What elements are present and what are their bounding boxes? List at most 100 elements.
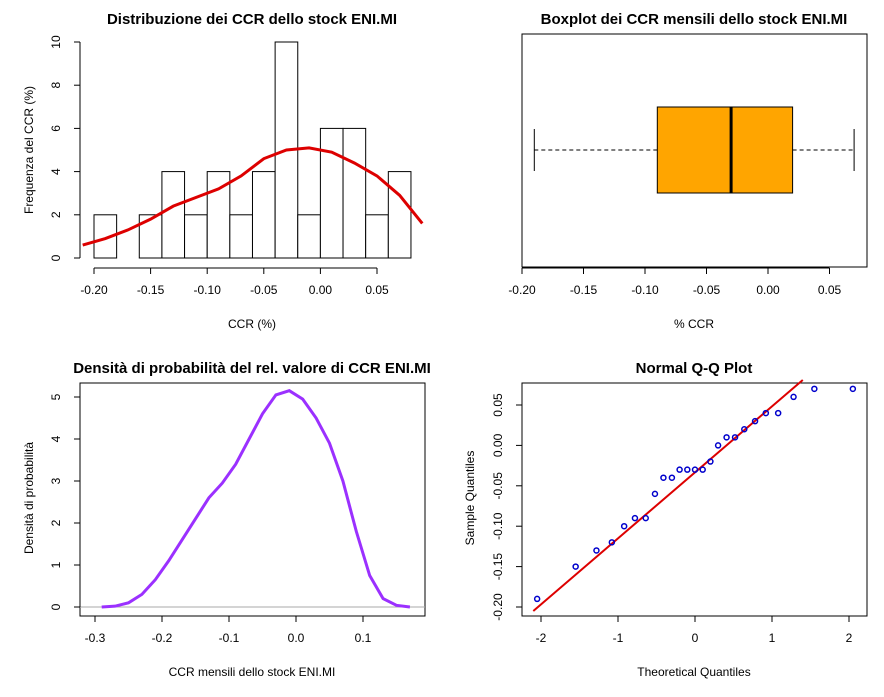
- qq-point: [620, 522, 628, 530]
- qq-y-tick-label: -0.15: [491, 553, 505, 581]
- density-x-tick-label: -0.1: [219, 631, 240, 645]
- qq-y-axis: -0.20 -0.15 -0.10 -0.05 0.00 0.05: [491, 393, 523, 621]
- boxplot-x-axis: -0.20 -0.15 -0.10 -0.05 0.00 0.05: [508, 267, 842, 297]
- qq-point: [691, 466, 699, 473]
- qq-x-tick-label: 1: [769, 631, 776, 645]
- histogram-x-tick-label: -0.20: [80, 283, 108, 297]
- density-y-tick-label: 0: [49, 603, 63, 610]
- histogram-x-axis: -0.20 -0.15 -0.10 -0.05 0.00 0.05: [80, 267, 389, 297]
- density-y-tick-label: 3: [49, 477, 63, 484]
- histogram-y-tick-label: 0: [49, 254, 63, 261]
- boxplot-frame: [521, 33, 868, 268]
- qq-x-tick-label: -2: [536, 631, 547, 645]
- boxplot-box: [656, 106, 794, 194]
- histogram-x-tick-label: 0.05: [365, 283, 389, 297]
- density-x-axis: -0.3 -0.2 -0.1 0.0 0.1: [85, 615, 372, 645]
- qq-x-tick-label: -1: [613, 631, 624, 645]
- qq-y-tick-label: 0.00: [491, 433, 505, 457]
- qq-point: [849, 385, 857, 393]
- qq-points: [533, 385, 857, 603]
- qq-x-tick-label: 0: [692, 631, 699, 645]
- qq-ylabel: Sample Quantiles: [463, 451, 477, 546]
- histogram-panel: Distribuzione dei CCR dello stock ENI.MI…: [22, 11, 424, 331]
- qq-point: [699, 466, 706, 473]
- density-xlabel: CCR mensili dello stock ENI.MI: [169, 665, 336, 679]
- boxplot-x-tick-label: -0.15: [570, 283, 598, 297]
- qq-reference-line: [532, 379, 804, 612]
- boxplot-x-tick-label: 0.00: [756, 283, 780, 297]
- qq-point: [714, 442, 722, 449]
- density-ylabel: Densità di probabilità: [22, 442, 36, 554]
- qq-point: [660, 474, 667, 481]
- qq-point: [741, 425, 748, 433]
- histogram-bar: [251, 171, 276, 259]
- boxplot-x-tick-label: 0.05: [818, 283, 842, 297]
- histogram-bar: [365, 214, 389, 259]
- density-y-tick-label: 4: [49, 435, 63, 442]
- histogram-y-tick-label: 10: [49, 35, 63, 49]
- histogram-title: Distribuzione dei CCR dello stock ENI.MI: [107, 11, 397, 28]
- histogram-bar: [229, 214, 253, 259]
- qq-point: [608, 539, 616, 546]
- histogram-y-axis: 0 2 4 6 8 10: [49, 35, 81, 261]
- histogram-ylabel: Frequenza del CCR (%): [22, 86, 36, 214]
- density-curve: [101, 389, 411, 609]
- histogram-x-tick-label: -0.15: [137, 283, 165, 297]
- qq-y-tick-label: 0.05: [491, 393, 505, 417]
- qq-point: [642, 514, 649, 522]
- density-y-tick-label: 2: [49, 519, 63, 526]
- qq-point: [533, 595, 541, 603]
- density-title: Densità di probabilità del rel. valore d…: [73, 360, 431, 377]
- boxplot-x-tick-label: -0.10: [631, 283, 659, 297]
- density-panel: Densità di probabilità del rel. valore d…: [22, 360, 431, 679]
- histogram-bar: [184, 214, 208, 259]
- histogram-x-tick-label: 0.00: [309, 283, 333, 297]
- boxplot-title: Boxplot dei CCR mensili dello stock ENI.…: [541, 11, 848, 28]
- histogram-density-curve: [82, 146, 424, 247]
- density-x-tick-label: -0.2: [152, 631, 173, 645]
- qq-x-axis: -2 -1 0 1 2: [536, 615, 853, 645]
- density-x-tick-label: -0.3: [85, 631, 106, 645]
- qq-x-tick-label: 2: [846, 631, 853, 645]
- qq-point: [731, 434, 739, 441]
- qq-point: [790, 393, 797, 401]
- histogram-y-tick-label: 4: [49, 168, 63, 175]
- density-x-tick-label: 0.0: [288, 631, 305, 645]
- qq-title: Normal Q-Q Plot: [636, 360, 753, 377]
- qq-point: [751, 417, 759, 425]
- density-y-axis: 0 1 2 3 4 5: [49, 393, 81, 610]
- qq-panel: Normal Q-Q Plot Theoretical Quantiles Sa…: [463, 360, 868, 679]
- boxplot-xlabel: % CCR: [674, 317, 714, 331]
- histogram-bar: [161, 171, 186, 259]
- qq-point: [684, 466, 691, 473]
- boxplot-panel: Boxplot dei CCR mensili dello stock ENI.…: [508, 11, 868, 331]
- boxplot-x-tick-label: -0.20: [508, 283, 536, 297]
- qq-point: [774, 409, 782, 417]
- boxplot-x-tick-label: -0.05: [693, 283, 721, 297]
- density-x-tick-label: 0.1: [355, 631, 372, 645]
- histogram-y-tick-label: 2: [49, 211, 63, 218]
- density-y-tick-label: 1: [49, 561, 63, 568]
- histogram-y-tick-label: 6: [49, 125, 63, 132]
- density-y-tick-label: 5: [49, 393, 63, 400]
- qq-point: [723, 434, 730, 441]
- histogram-y-tick-label: 8: [49, 82, 63, 89]
- qq-xlabel: Theoretical Quantiles: [637, 665, 750, 679]
- qq-point: [668, 474, 676, 481]
- qq-point: [593, 547, 600, 554]
- histogram-bar: [93, 214, 118, 259]
- qq-point: [762, 409, 770, 417]
- histogram-bar: [297, 214, 321, 259]
- histogram-x-tick-label: -0.05: [250, 283, 278, 297]
- qq-point: [707, 458, 714, 465]
- qq-y-tick-label: -0.20: [491, 593, 505, 621]
- qq-y-tick-label: -0.05: [491, 472, 505, 500]
- histogram-bar: [342, 127, 367, 259]
- histogram-xlabel: CCR (%): [228, 317, 276, 331]
- qq-point: [651, 490, 659, 498]
- histogram-bar: [387, 171, 412, 259]
- histogram-x-tick-label: -0.10: [194, 283, 222, 297]
- histogram-bar: [319, 127, 344, 259]
- histogram-bars: [93, 41, 412, 259]
